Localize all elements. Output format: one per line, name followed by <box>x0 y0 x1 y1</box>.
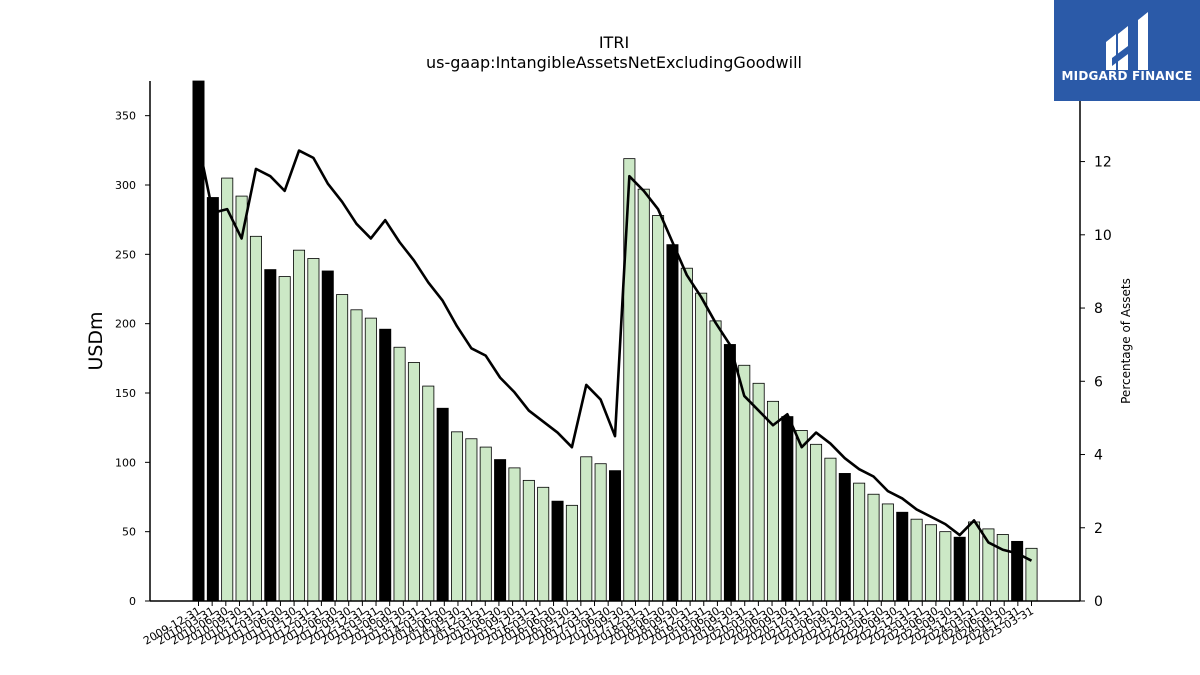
y-tick-label: 100 <box>115 456 136 469</box>
bar-2020-06-30 <box>795 430 808 602</box>
brand-logo: MIDGARD FINANCE <box>1054 0 1200 101</box>
bar-2012-09-30 <box>350 309 363 602</box>
bar-2017-12-31 <box>652 215 665 602</box>
y-tick-label: 0 <box>129 595 136 608</box>
y2-tick-label: 10 <box>1094 228 1112 244</box>
bar-2022-12-31 <box>939 531 952 602</box>
bar-2016-06-30 <box>565 504 578 602</box>
bar-2020-03-31 <box>781 416 794 602</box>
y2-tick-label: 4 <box>1094 448 1103 464</box>
bar-2020-09-30 <box>810 443 823 602</box>
y2-tick-label: 6 <box>1094 374 1103 390</box>
bar-2023-12-31 <box>996 534 1009 602</box>
y2-tick-label: 0 <box>1094 594 1103 610</box>
bar-2013-06-30 <box>393 346 406 602</box>
y2-axis-label: Percentage of Assets <box>1119 278 1133 404</box>
bar-2012-03-31 <box>321 270 334 602</box>
y-tick-label: 150 <box>115 387 136 400</box>
bar-2014-06-30 <box>451 431 464 602</box>
y-tick-label: 300 <box>115 179 136 192</box>
bar-2024-03-31 <box>1011 540 1024 602</box>
y-tick-label: 350 <box>115 110 136 123</box>
bar-2017-03-31 <box>609 470 622 602</box>
bar-2014-03-31 <box>436 407 449 602</box>
chart-subtitle: us-gaap:IntangibleAssetsNetExcludingGood… <box>426 53 802 72</box>
bar-2015-12-31 <box>537 486 550 602</box>
logo-text: MIDGARD FINANCE <box>1061 69 1193 83</box>
bar-2021-09-30 <box>867 493 880 602</box>
bar-2016-09-30 <box>580 456 593 602</box>
bar-2021-03-31 <box>838 473 851 602</box>
bars-group <box>192 80 1038 602</box>
bar-2018-09-30 <box>695 292 708 602</box>
y-tick-label: 250 <box>115 248 136 261</box>
bar-2021-12-31 <box>881 503 894 602</box>
y2-tick-label: 2 <box>1094 521 1103 537</box>
bar-2012-12-31 <box>364 317 377 602</box>
bar-2022-03-31 <box>896 511 909 602</box>
bar-2023-06-30 <box>968 521 981 602</box>
bar-2013-09-30 <box>407 362 420 602</box>
percentage-line <box>197 142 1033 562</box>
y-tick-label: 50 <box>122 526 136 539</box>
bar-2019-03-31 <box>723 344 736 602</box>
bar-2020-12-31 <box>824 457 837 602</box>
bar-2021-06-30 <box>853 482 866 602</box>
bar-2013-12-31 <box>422 385 435 602</box>
axes-group: 0501001502002503003500246810122009-12-31… <box>115 81 1112 648</box>
bar-2017-09-30 <box>637 188 650 602</box>
bar-2018-12-31 <box>709 320 722 602</box>
bar-2022-06-30 <box>910 518 923 602</box>
bar-2022-09-30 <box>924 524 937 602</box>
bar-2023-03-31 <box>953 536 966 602</box>
bar-2016-03-31 <box>551 500 564 602</box>
chart-title: ITRI <box>599 33 629 52</box>
bar-2011-03-31 <box>264 269 277 602</box>
bar-2015-06-30 <box>508 467 521 602</box>
bar-2011-09-30 <box>293 249 306 602</box>
bar-2014-09-30 <box>465 438 478 602</box>
bar-2011-12-31 <box>307 258 320 602</box>
y2-tick-label: 12 <box>1094 155 1112 171</box>
bar-2016-12-31 <box>594 463 607 602</box>
bar-2024-06-30 <box>1025 547 1038 602</box>
bar-2010-12-31 <box>249 235 262 602</box>
bar-2010-06-30 <box>221 177 234 602</box>
y2-tick-label: 8 <box>1094 301 1103 317</box>
bar-2018-06-30 <box>680 267 693 602</box>
y-tick-label: 200 <box>115 318 136 331</box>
y-axis-label: USDm <box>85 311 107 370</box>
bar-2015-03-31 <box>494 459 507 602</box>
bar-2018-03-31 <box>666 244 679 602</box>
bar-2013-03-31 <box>379 328 392 602</box>
line-group <box>197 142 1033 562</box>
bar-2010-03-31 <box>206 197 219 602</box>
bar-2012-06-30 <box>336 294 349 602</box>
bar-2010-09-30 <box>235 195 248 602</box>
bar-2014-12-31 <box>479 446 492 602</box>
bar-2015-09-30 <box>522 479 535 602</box>
bar-2023-09-30 <box>982 528 995 602</box>
bar-2019-12-31 <box>766 400 779 602</box>
logo-mark-icon <box>1106 12 1148 70</box>
bar-2011-06-30 <box>278 276 291 602</box>
